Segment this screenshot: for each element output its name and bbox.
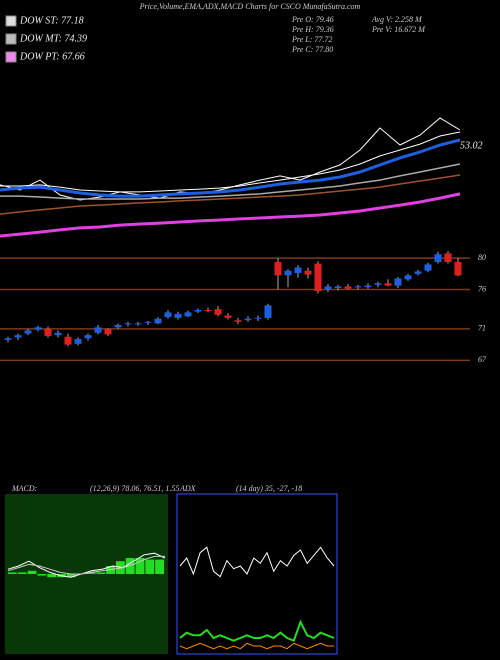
candle-body <box>354 286 362 288</box>
legend-label: DOW PT: 67.66 <box>19 51 85 62</box>
histogram-bar <box>66 574 76 578</box>
candle-body <box>334 286 342 288</box>
panel-label: ADX <box>179 484 197 493</box>
candle-body <box>264 305 272 318</box>
legend-swatch <box>5 15 17 27</box>
candle-body <box>454 262 462 276</box>
candle-body <box>284 270 292 276</box>
line-series <box>0 131 461 193</box>
candle-body <box>224 315 232 318</box>
candle-body <box>294 267 302 274</box>
histogram-bar <box>37 574 47 576</box>
histogram-bar <box>125 558 135 574</box>
candle-body <box>34 327 42 330</box>
candle-body <box>434 254 442 263</box>
line-series <box>179 619 335 643</box>
annotation: 53.02 <box>460 140 483 151</box>
candle-body <box>444 253 452 263</box>
candle-body <box>304 270 312 275</box>
stat: Pre V: 16.672 M <box>371 25 426 34</box>
candle-body <box>94 327 102 333</box>
candle-body <box>424 264 432 271</box>
candle-body <box>154 318 162 324</box>
candle-body <box>114 324 122 328</box>
legend-swatch <box>5 51 17 63</box>
histogram-bar <box>96 572 106 574</box>
candle-body <box>364 285 372 288</box>
candle-body <box>204 310 212 311</box>
y-tick-label: 71 <box>478 324 486 333</box>
panel-params: (12,26,9) 78.06, 76.51, 1.55 <box>90 484 179 493</box>
candle-body <box>24 330 32 334</box>
candle-body <box>104 328 112 335</box>
y-tick-label: 67 <box>478 355 487 364</box>
legend-swatch <box>5 33 17 45</box>
candle-body <box>244 318 252 321</box>
candle-body <box>274 262 282 276</box>
candle-body <box>414 271 422 274</box>
histogram-bar <box>135 558 145 574</box>
candle-body <box>324 286 332 290</box>
candle-body <box>84 335 92 339</box>
candle-body <box>54 332 62 336</box>
candle-body <box>314 263 322 292</box>
stat: Pre C: 77.80 <box>291 45 333 54</box>
histogram-bar <box>17 572 27 574</box>
candle-body <box>344 286 352 289</box>
candle-body <box>384 283 392 286</box>
candle-body <box>254 317 262 319</box>
candle-body <box>184 312 192 317</box>
line-series <box>0 174 461 215</box>
candle-body <box>404 275 412 280</box>
stat: Pre H: 79.36 <box>291 25 334 34</box>
stat: Pre O: 79.46 <box>291 15 334 24</box>
chart-title: Price,Volume,EMA,ADX,MACD Charts for CSC… <box>139 2 361 11</box>
histogram-bar <box>155 559 164 574</box>
line-series <box>0 138 461 198</box>
histogram-bar <box>145 559 155 574</box>
adx-panel <box>176 493 338 655</box>
candle-body <box>194 310 202 312</box>
legend-label: DOW MT: 74.39 <box>19 33 87 44</box>
panel-params: (14 day) 35, -27, -18 <box>236 484 302 493</box>
line-series <box>179 642 334 650</box>
y-tick-label: 80 <box>478 253 486 262</box>
line-series <box>7 555 165 575</box>
line-series <box>0 192 461 238</box>
candle-body <box>234 320 242 322</box>
candle-body <box>14 335 22 338</box>
stat: Pre L: 77.72 <box>291 35 332 44</box>
panel-label: MACD: <box>11 484 38 493</box>
histogram-bar <box>47 574 57 578</box>
histogram-bar <box>27 570 37 574</box>
candle-body <box>124 323 132 325</box>
candle-body <box>4 338 12 340</box>
candle-body <box>164 312 172 318</box>
line-series <box>7 552 166 578</box>
line-series <box>0 163 461 200</box>
candle-body <box>44 328 52 336</box>
candle-body <box>134 323 142 325</box>
candle-body <box>64 336 72 345</box>
candle-body <box>144 321 152 323</box>
candle-body <box>74 339 82 344</box>
candle-body <box>214 309 222 315</box>
y-tick-label: 76 <box>478 284 486 293</box>
histogram-bar <box>86 572 96 574</box>
line-series <box>179 546 335 578</box>
candle-body <box>174 313 182 318</box>
histogram-bar <box>8 572 17 574</box>
candle-body <box>374 283 382 285</box>
legend-label: DOW ST: 77.18 <box>19 15 84 26</box>
stat: Avg V: 2.258 M <box>371 15 423 24</box>
candle-body <box>394 278 402 286</box>
